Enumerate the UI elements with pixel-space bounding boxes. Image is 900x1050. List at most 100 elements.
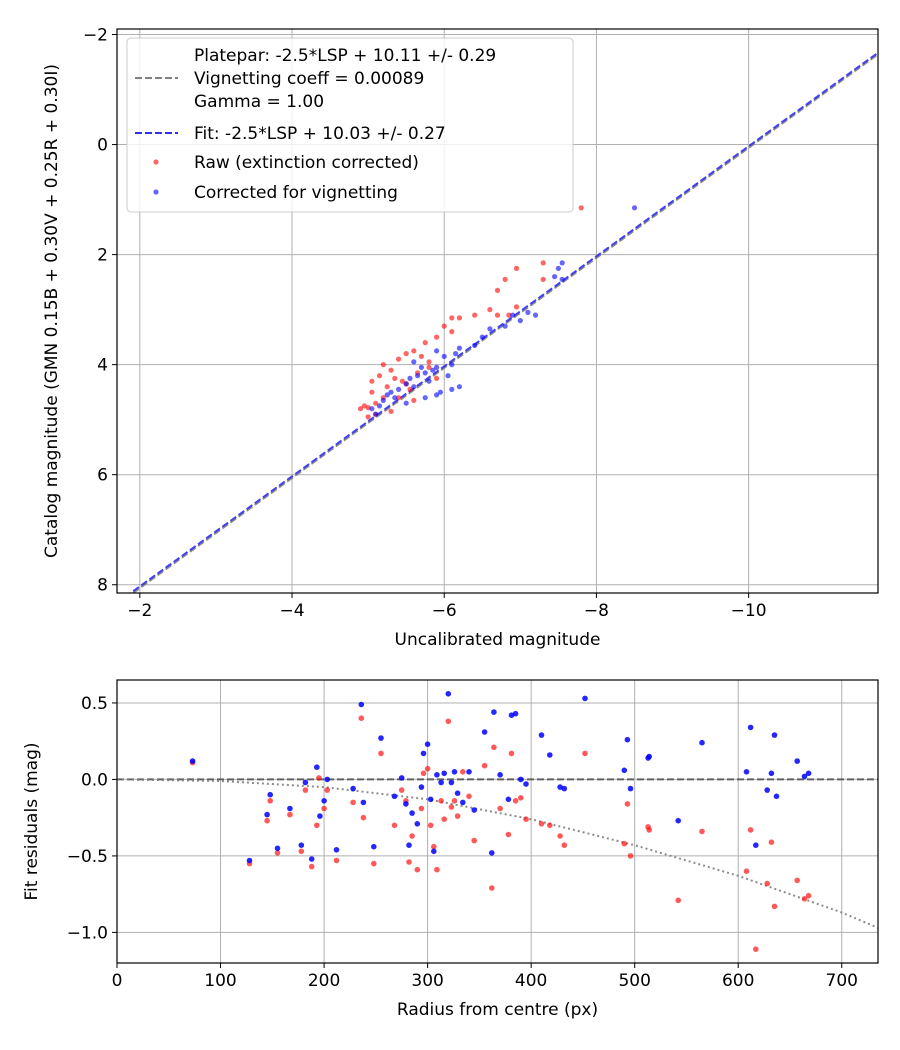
raw-point <box>298 848 305 855</box>
raw-point <box>441 816 448 822</box>
corrected-point <box>559 276 565 282</box>
raw-point <box>445 718 452 725</box>
raw-point <box>396 356 402 362</box>
corrected-point <box>512 710 519 717</box>
corrected-point <box>532 312 539 318</box>
residuals-ticks: 0 100 200 300 400 500 600 700 0.5 0.0 −0.5 −1.0 <box>67 694 858 991</box>
corrected-point <box>420 750 427 757</box>
calibration-x-tick-label: −2 <box>127 601 152 621</box>
corrected-point <box>454 790 461 796</box>
residuals-plot: 0 100 200 300 400 500 600 700 0.5 0.0 −0.5 −1.0 Rad… <box>22 679 879 1020</box>
corrected-point <box>426 378 432 384</box>
calibration-x-tick-label: −10 <box>731 601 767 621</box>
calibration-y-tick-label: 8 <box>97 576 108 596</box>
raw-point <box>561 842 568 848</box>
corrected-point <box>525 309 531 315</box>
corrected-point <box>314 764 320 770</box>
raw-point <box>308 863 315 870</box>
raw-point <box>753 946 759 952</box>
raw-point <box>506 312 512 318</box>
corrected-point <box>438 779 444 786</box>
residuals-x-tick-label: 700 <box>826 971 858 991</box>
corrected-point <box>456 345 462 351</box>
corrected-point <box>451 769 458 775</box>
corrected-point <box>411 359 417 365</box>
raw-point <box>438 798 444 804</box>
corrected-point <box>391 793 398 800</box>
corrected-point <box>407 375 413 381</box>
corrected-point <box>481 729 488 735</box>
raw-point <box>409 833 415 839</box>
raw-point <box>794 877 800 884</box>
corrected-point <box>403 801 409 807</box>
legend-fit-label: Fit: -2.5*LSP + 10.03 +/- 0.27 <box>194 124 446 144</box>
corrected-point <box>371 843 377 850</box>
corrected-point <box>624 736 631 743</box>
corrected-point <box>771 732 778 738</box>
raw-point <box>518 795 524 801</box>
corrected-point <box>422 395 428 401</box>
raw-point <box>497 805 503 812</box>
raw-point <box>540 276 546 282</box>
raw-point <box>369 389 375 395</box>
corrected-point <box>441 353 447 359</box>
raw-point <box>513 265 520 271</box>
calibration-ticks: −2 −4 −6 −8 −10 −2 0 2 4 6 8 <box>83 26 767 621</box>
corrected-point <box>502 323 508 329</box>
corrected-point <box>414 821 421 827</box>
corrected-point <box>631 205 638 211</box>
calibration-y-tick-label: 6 <box>97 466 108 486</box>
raw-point <box>267 798 274 804</box>
raw-point <box>365 414 371 420</box>
corrected-point <box>317 813 323 819</box>
corrected-point <box>418 784 425 790</box>
corrected-point <box>747 724 754 731</box>
legend-gamma-label: Gamma = 1.00 <box>194 92 324 112</box>
raw-point <box>434 334 440 340</box>
raw-point <box>472 312 478 318</box>
corrected-point <box>369 406 375 412</box>
raw-point <box>449 329 455 335</box>
corrected-point <box>491 709 497 715</box>
raw-point <box>431 843 437 850</box>
corrected-point <box>445 691 452 697</box>
corrected-point <box>409 810 415 816</box>
residuals-line-vignetting-model <box>117 778 878 929</box>
raw-point <box>460 769 466 775</box>
corrected-point <box>308 856 315 862</box>
raw-point <box>302 787 309 793</box>
raw-point <box>388 408 394 414</box>
raw-point <box>505 831 512 838</box>
calibration-plot-frame <box>116 28 879 594</box>
corrected-point <box>627 785 634 792</box>
corrected-point <box>497 772 503 778</box>
raw-point <box>508 750 515 757</box>
calibration-y-axis-label: Catalog magnitude (GMN 0.15B + 0.30V + 0… <box>42 64 62 558</box>
raw-point <box>512 798 519 804</box>
corrected-point <box>456 384 462 390</box>
raw-point <box>376 373 383 379</box>
calibration-x-axis-label: Uncalibrated magnitude <box>395 630 601 650</box>
calibration-legend: Platepar: -2.5*LSP + 10.11 +/- 0.29 Vign… <box>126 37 574 213</box>
corrected-point <box>430 367 436 373</box>
raw-point <box>274 850 281 856</box>
corrected-point <box>434 772 440 778</box>
corrected-point <box>582 695 588 702</box>
corrected-point <box>415 373 421 379</box>
corrected-point <box>427 796 434 803</box>
residuals-plot-frame <box>116 679 879 964</box>
raw-point <box>321 805 327 812</box>
raw-point <box>699 828 705 835</box>
calibration-fit-lines <box>128 51 878 593</box>
corrected-point <box>274 845 281 852</box>
corrected-point <box>302 779 309 786</box>
residuals-x-tick-label: 600 <box>722 971 754 991</box>
raw-point <box>449 315 455 321</box>
corrected-point <box>466 769 472 775</box>
raw-point <box>502 276 508 282</box>
raw-point <box>373 400 379 406</box>
corrected-point <box>441 770 448 777</box>
corrected-point <box>448 779 455 786</box>
raw-point <box>491 744 497 751</box>
raw-point <box>434 375 440 381</box>
